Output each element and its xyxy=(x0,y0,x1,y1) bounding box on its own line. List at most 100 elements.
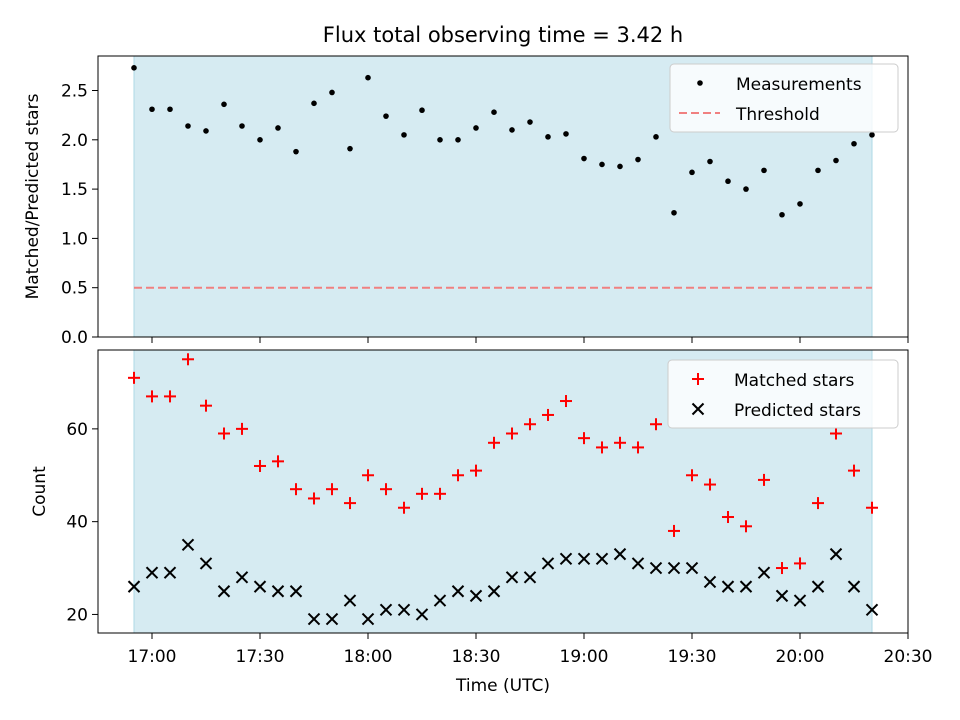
matched-point xyxy=(686,469,698,482)
matched-point xyxy=(830,427,842,440)
measurement-point xyxy=(617,163,623,170)
measurement-point xyxy=(743,186,749,192)
measurement-point xyxy=(473,125,479,131)
marker-stroke xyxy=(199,557,213,570)
marker-stroke xyxy=(325,612,339,626)
matched-point xyxy=(722,511,734,524)
matched-point xyxy=(866,501,878,514)
matched-point xyxy=(668,524,680,537)
marker-stroke xyxy=(793,594,807,607)
x-tick-label: 17:30 xyxy=(236,647,285,667)
top-legend: Measurements Threshold xyxy=(669,63,899,133)
matched-point xyxy=(218,427,230,440)
marker-stroke xyxy=(163,566,177,579)
matched-point xyxy=(848,464,860,477)
marker-stroke xyxy=(847,580,861,593)
predicted-point xyxy=(559,552,573,565)
marker-stroke xyxy=(253,580,267,593)
y-tick-label: 0.0 xyxy=(61,328,88,348)
marker-stroke xyxy=(685,561,699,575)
marker-stroke xyxy=(271,585,285,598)
predicted-point xyxy=(253,580,267,593)
matched-point xyxy=(254,459,266,472)
marker-stroke xyxy=(523,571,537,584)
y-tick-label: 1.0 xyxy=(61,229,88,249)
predicted-point xyxy=(127,580,141,593)
bottom-panel: 20 40 60 17:00 17:30 18:00 18:30 19:00 19:30 20:… xyxy=(30,349,933,696)
measurement-point xyxy=(509,127,515,133)
marker-stroke xyxy=(775,589,789,603)
matched-point xyxy=(506,427,518,440)
top-x-ticks xyxy=(151,337,909,343)
predicted-point xyxy=(469,589,483,603)
marker-stroke xyxy=(829,547,843,561)
measurement-point xyxy=(527,119,533,125)
matched-point xyxy=(740,520,752,533)
marker-stroke xyxy=(433,594,447,607)
measurement-point xyxy=(185,123,191,129)
predicted-point xyxy=(397,603,411,617)
matched-point xyxy=(560,395,572,408)
top-panel: 0.0 0.5 1.0 1.5 2.0 2.5 Matched/Predicted sta… xyxy=(23,55,909,348)
legend-marker-predicted xyxy=(691,402,705,416)
predicted-point xyxy=(613,547,627,561)
marker-stroke xyxy=(217,585,231,598)
predicted-point xyxy=(595,552,609,565)
measurement-point xyxy=(419,107,425,114)
marker-stroke xyxy=(649,561,663,575)
marker-stroke xyxy=(631,557,645,570)
predicted-point xyxy=(811,580,825,593)
matched-point xyxy=(182,353,194,366)
measurement-point xyxy=(365,74,371,81)
measurement-point xyxy=(167,106,173,113)
marker-stroke xyxy=(469,589,483,603)
x-tick-label: 20:00 xyxy=(776,647,825,667)
matched-point xyxy=(632,441,644,454)
legend-label-predicted: Predicted stars xyxy=(734,401,861,421)
measurement-point xyxy=(239,123,245,129)
measurement-point xyxy=(869,132,875,138)
legend-label-threshold: Threshold xyxy=(735,105,820,125)
marker-stroke xyxy=(691,402,705,416)
matched-point xyxy=(146,390,158,403)
legend-frame xyxy=(669,63,899,133)
x-tick-label: 17:00 xyxy=(128,647,177,667)
predicted-point xyxy=(343,594,357,607)
predicted-point xyxy=(325,612,339,626)
matched-point xyxy=(344,497,356,510)
marker-stroke xyxy=(145,566,159,579)
marker-stroke xyxy=(559,552,573,565)
legend-marker-measurements xyxy=(697,80,703,86)
marker-stroke xyxy=(595,552,609,565)
y-tick-label: 1.5 xyxy=(61,180,88,200)
top-y-axis-label: Matched/Predicted stars xyxy=(23,93,43,299)
predicted-point xyxy=(631,557,645,570)
x-tick-label: 19:00 xyxy=(560,647,609,667)
measurement-point xyxy=(257,137,263,143)
marker-stroke xyxy=(757,566,771,579)
marker-stroke xyxy=(343,594,357,607)
y-tick-label: 20 xyxy=(66,605,88,625)
predicted-point xyxy=(865,603,879,617)
matched-point xyxy=(308,492,320,505)
x-tick-label: 19:30 xyxy=(668,647,717,667)
marker-stroke xyxy=(451,585,465,598)
y-tick-label: 60 xyxy=(66,420,88,440)
measurement-point xyxy=(131,65,137,71)
matched-point xyxy=(272,455,284,468)
marker-stroke xyxy=(505,571,519,584)
predicted-point xyxy=(757,566,771,579)
predicted-point xyxy=(523,571,537,584)
predicted-point xyxy=(505,571,519,584)
marker-stroke xyxy=(397,603,411,617)
measurement-point xyxy=(851,140,857,147)
matched-point xyxy=(596,441,608,454)
measurement-point xyxy=(347,145,353,152)
marker-stroke xyxy=(577,552,591,565)
predicted-point xyxy=(829,547,843,561)
matched-point xyxy=(434,487,446,500)
measurement-point xyxy=(275,125,281,131)
marker-stroke xyxy=(235,571,249,584)
predicted-point xyxy=(235,571,249,584)
matched-point xyxy=(290,483,302,496)
